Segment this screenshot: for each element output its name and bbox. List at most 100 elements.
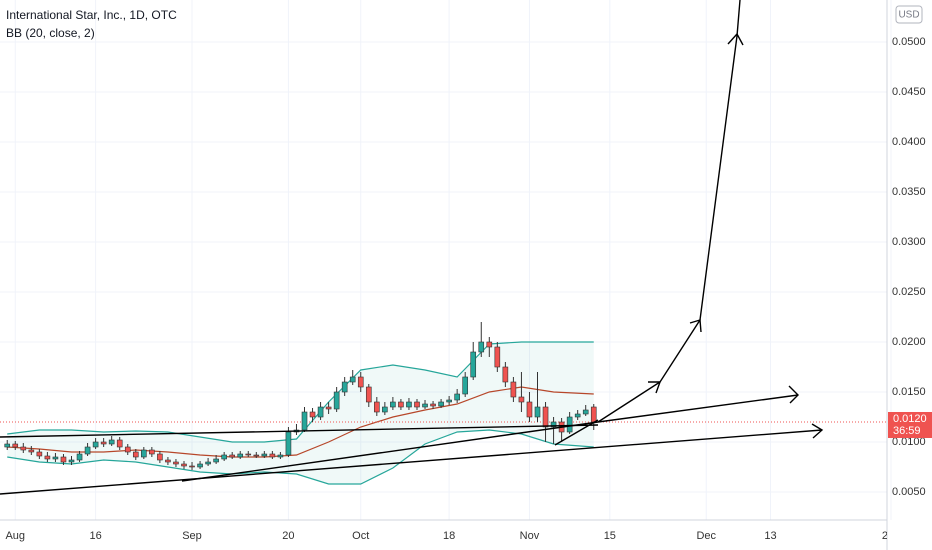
candle-body [100, 441, 107, 445]
candle-body [189, 465, 195, 468]
x-tick-label: 13 [764, 530, 776, 542]
projection [597, 0, 741, 423]
candle-body [382, 406, 388, 413]
currency[interactable]: USD [898, 10, 919, 21]
x-tick-label: Aug [5, 530, 25, 542]
candle-body [76, 453, 83, 461]
candle-body [341, 381, 348, 393]
y-tick-label: 0.0100 [892, 436, 926, 448]
countdown: 36:59 [893, 425, 921, 437]
candle-body [550, 421, 557, 428]
candle-body [12, 443, 19, 448]
candle-body [365, 386, 372, 403]
candle-body [502, 366, 509, 383]
candle-body [542, 406, 549, 428]
candle-body [261, 453, 268, 457]
candle-body [582, 409, 589, 415]
candle-body [422, 403, 428, 408]
candle-body [229, 454, 235, 458]
candle-body [124, 446, 131, 453]
candle-body [333, 391, 340, 410]
candle-body [68, 459, 75, 463]
candle-body [132, 451, 139, 458]
y-tick-label: 0.0300 [892, 236, 926, 248]
indicator-label: BB (20, close, 2) [6, 26, 95, 40]
candle-body [510, 381, 517, 398]
trend-line [0, 424, 599, 438]
candle-body [414, 401, 420, 408]
trend-line [0, 429, 823, 495]
x-tick-label: 20 [282, 530, 294, 542]
candle-body [454, 393, 460, 401]
candle-body [237, 453, 244, 458]
y-tick-label: 0.0050 [892, 486, 926, 498]
drawings [0, 0, 824, 495]
candle-body [486, 341, 493, 348]
y-tick-label: 0.0500 [892, 36, 926, 48]
candle-body [390, 401, 396, 408]
candle-body [534, 406, 541, 418]
x-tick-label: Sep [182, 530, 202, 542]
candle-body [92, 441, 99, 448]
candle-body [309, 411, 316, 418]
candle-body [446, 399, 452, 403]
candle-body [406, 401, 412, 408]
candle-body [374, 401, 380, 413]
arrow-head [727, 32, 744, 46]
candle-body [44, 455, 51, 460]
x-tick-label: 18 [443, 530, 455, 542]
candle-body [357, 376, 364, 388]
currency-box[interactable] [895, 5, 923, 24]
candle-body [518, 396, 525, 403]
candle-body [470, 351, 477, 378]
trend-line [597, 394, 799, 423]
arrow-head [648, 381, 661, 394]
arrow-head [811, 423, 824, 439]
price-tag [888, 412, 932, 438]
candle-body [84, 446, 91, 455]
candle-body [165, 459, 171, 463]
candle-body [116, 439, 123, 448]
candle-body [325, 406, 332, 410]
x-tick-label: Dec [696, 530, 716, 542]
candle-body [590, 406, 597, 423]
candle-body [60, 456, 67, 463]
price-tag-label: 0.0120 [893, 413, 927, 425]
candle-body [197, 463, 203, 468]
arrow-head [788, 385, 799, 404]
candle-body [526, 401, 533, 418]
candle-body [205, 461, 211, 465]
candle-body [462, 376, 468, 395]
x-tick-label: 16 [89, 530, 101, 542]
x-tick-label: Oct [352, 530, 369, 542]
x-tick-label: Nov [520, 530, 540, 542]
candle-body [253, 454, 260, 457]
candle-body [566, 416, 573, 433]
candle-body [269, 453, 276, 458]
trend-line [181, 421, 599, 482]
candle-body [478, 341, 485, 353]
candle-body [574, 413, 581, 418]
candle-body [301, 411, 308, 431]
y-tick-label: 0.0200 [892, 336, 926, 348]
chart-title: International Star, Inc., 1D, OTC [6, 8, 177, 22]
arrow-head [689, 319, 702, 333]
candle-body [285, 431, 292, 456]
candle-body [213, 458, 219, 463]
band-line [7, 386, 594, 458]
candle-body [157, 453, 163, 461]
candle-body [494, 346, 501, 368]
candle-body [173, 461, 179, 465]
candle-body [221, 454, 227, 460]
band-fill [7, 342, 594, 484]
y-tick-label: 0.0400 [892, 136, 926, 148]
x-tick-label: 202 [882, 530, 900, 542]
candle-body [141, 449, 147, 458]
candle-body [438, 401, 444, 407]
candle-body [430, 403, 436, 407]
candle-body [317, 406, 324, 418]
band-line [7, 429, 594, 485]
y-tick-label: 0.0250 [892, 286, 926, 298]
y-tick-label: 0.0150 [892, 386, 926, 398]
